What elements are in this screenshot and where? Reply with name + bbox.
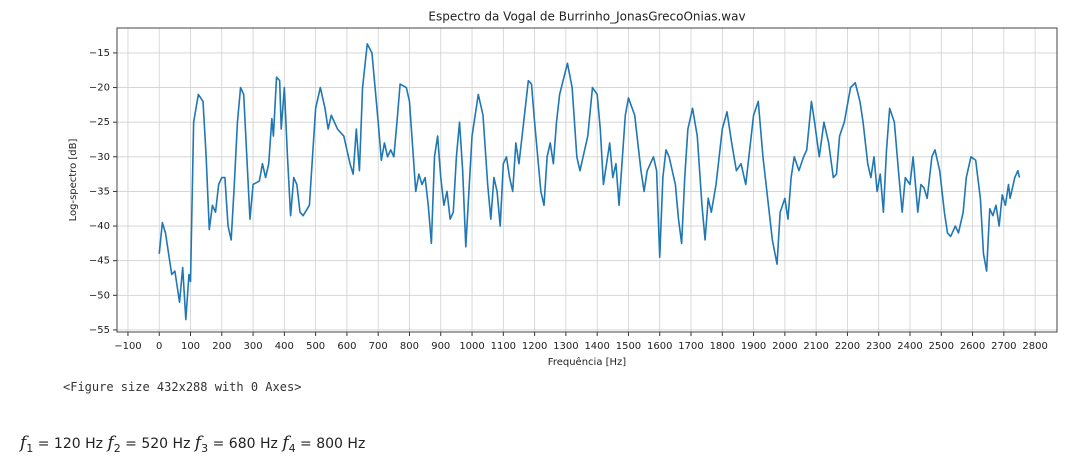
x-tick-label: 2400 xyxy=(897,341,922,352)
x-tick-label: 200 xyxy=(212,341,231,352)
y-tick-label: −40 xyxy=(89,221,110,232)
x-tick-label: 2800 xyxy=(1022,341,1047,352)
chart: Espectro da Vogal de Burrinho_JonasGreco… xyxy=(68,10,1058,368)
x-tick-label: 1200 xyxy=(522,341,547,352)
x-tick-label: −100 xyxy=(114,341,141,352)
x-tick-label: 700 xyxy=(369,341,388,352)
y-tick-label: −35 xyxy=(89,186,110,197)
x-tick-label: 1400 xyxy=(584,341,609,352)
x-tick-label: 2200 xyxy=(835,341,860,352)
x-axis-label: Frequência [Hz] xyxy=(548,356,626,368)
formula-text: = 680 Hz xyxy=(208,436,283,452)
x-tick-label: 2600 xyxy=(960,341,985,352)
x-tick-label: 1500 xyxy=(616,341,641,352)
formula-text: = 520 Hz xyxy=(120,436,195,452)
chart-title: Espectro da Vogal de Burrinho_JonasGreco… xyxy=(428,10,745,24)
x-tick-label: 1600 xyxy=(647,341,672,352)
symbol: f xyxy=(107,433,114,453)
x-tick-label: 1300 xyxy=(553,341,578,352)
x-tick-label: 400 xyxy=(275,341,294,352)
spectrum-line xyxy=(158,43,1021,321)
x-tick-label: 500 xyxy=(306,341,325,352)
subscript: 2 xyxy=(113,441,121,455)
formula-text: = 800 Hz xyxy=(295,436,366,452)
x-tick-label: 2500 xyxy=(929,341,954,352)
formula: f1 = 120 Hz f2 = 520 Hz f3 = 680 Hz f4 =… xyxy=(20,433,365,455)
x-tick-label: 2700 xyxy=(991,341,1016,352)
y-tick-label: −20 xyxy=(89,83,110,94)
x-tick-label: 1800 xyxy=(710,341,735,352)
y-axis-label: Log-spectro [dB] xyxy=(68,139,79,222)
x-tick-label: 1100 xyxy=(491,341,516,352)
y-tick-label: −25 xyxy=(89,117,110,128)
x-tick-label: 0 xyxy=(156,341,162,352)
x-tick-label: 600 xyxy=(337,341,356,352)
symbol: f xyxy=(282,433,289,453)
symbol: f xyxy=(20,433,27,453)
subscript: 4 xyxy=(288,441,296,455)
y-tick-label: −30 xyxy=(89,152,110,163)
y-tick-label: −15 xyxy=(89,48,110,59)
plot-frame xyxy=(116,27,1058,333)
formula-text: = 120 Hz xyxy=(33,436,108,452)
x-tick-label: 800 xyxy=(400,341,419,352)
x-tick-label: 2300 xyxy=(866,341,891,352)
y-tick-label: −55 xyxy=(89,325,110,336)
x-tick-label: 1900 xyxy=(741,341,766,352)
symbol: f xyxy=(194,433,202,453)
x-tick-label: 100 xyxy=(181,341,200,352)
figure-output: <Figure size 432x288 with 0 Axes> xyxy=(63,380,302,394)
x-tick-label: 300 xyxy=(244,341,263,352)
x-tick-label: 1700 xyxy=(678,341,703,352)
y-tick-label: −50 xyxy=(89,290,110,301)
subscript: 3 xyxy=(201,441,209,455)
y-tick-label: −45 xyxy=(89,256,110,267)
x-tick-label: 2000 xyxy=(772,341,797,352)
x-tick-label: 1000 xyxy=(459,341,484,352)
x-tick-label: 2100 xyxy=(803,341,828,352)
x-tick-label: 900 xyxy=(431,341,450,352)
subscript: 1 xyxy=(26,441,34,455)
